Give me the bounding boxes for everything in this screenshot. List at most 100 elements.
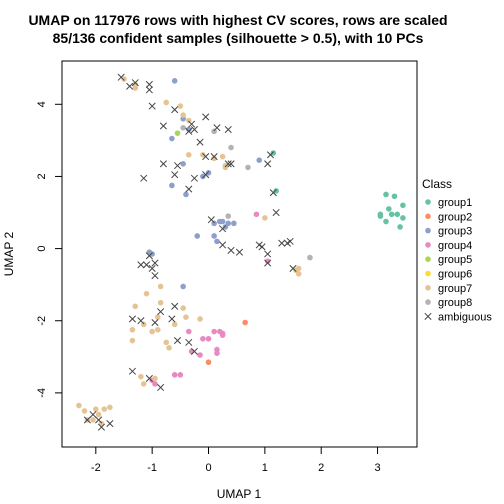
point-group8-0 — [245, 164, 251, 171]
point-ambiguous-32-stroke-b — [227, 246, 235, 254]
point-ambiguous-27-stroke-b — [202, 171, 210, 179]
point-ambiguous-6 — [159, 122, 167, 130]
point-ambiguous-60-stroke-b — [83, 416, 91, 424]
point-ambiguous-3-stroke-b — [145, 80, 153, 89]
point-group3-13 — [169, 182, 175, 189]
point-ambiguous-50-stroke-b — [171, 302, 179, 310]
point-ambiguous-28-stroke-b — [159, 160, 167, 168]
point-group3-7 — [219, 218, 226, 225]
point-ambiguous-0-stroke-b — [117, 73, 125, 81]
point-ambiguous-40-stroke-b — [286, 237, 294, 245]
point-group7-24 — [138, 373, 144, 380]
point-group7-25 — [140, 381, 147, 387]
y-axis: -4 -2 0 2 4 — [36, 101, 63, 398]
point-ambiguous-24 — [173, 162, 182, 170]
point-ambiguous-15-stroke-b — [202, 153, 210, 161]
point-ambiguous-42-stroke-b — [219, 225, 227, 233]
point-ambiguous-33-stroke-b — [235, 248, 244, 256]
point-ambiguous-17-stroke-b — [224, 160, 232, 168]
point-group3-5 — [211, 220, 217, 227]
legend-item-group6-label: group6 — [438, 269, 472, 281]
point-ambiguous-55-stroke-b — [185, 338, 193, 346]
point-group3-21 — [180, 161, 186, 167]
point-ambiguous-21-stroke-b — [269, 189, 277, 197]
point-ambiguous-64 — [106, 419, 114, 428]
point-ambiguous-34-stroke-b — [255, 241, 263, 249]
point-group1-3 — [386, 206, 392, 212]
point-ambiguous-52-stroke-b — [151, 318, 159, 327]
point-group7-1 — [177, 103, 184, 109]
point-ambiguous-23 — [185, 185, 193, 193]
legend-item-group2-symbol — [425, 213, 431, 220]
legend-item-group7-symbol — [425, 285, 431, 291]
plot-frame — [61, 60, 418, 448]
point-ambiguous-59 — [157, 383, 165, 392]
point-group3-10 — [194, 233, 201, 239]
point-group8-2 — [211, 128, 217, 135]
point-ambiguous-43 — [151, 259, 159, 267]
point-ambiguous-35 — [258, 243, 266, 251]
y-tick-label-0: -4 — [36, 388, 48, 398]
point-ambiguous-62-stroke-b — [95, 416, 103, 424]
chart-title-line-1: UMAP on 117976 rows with highest CV scor… — [28, 12, 447, 28]
point-ambiguous-62 — [95, 416, 103, 424]
point-group7-11 — [154, 326, 161, 333]
point-group4-3 — [200, 335, 206, 342]
point-group3-2 — [180, 283, 186, 290]
point-ambiguous-47 — [145, 252, 153, 260]
x-axis: -2 -1 0 1 2 3 — [91, 446, 381, 474]
point-ambiguous-52 — [151, 318, 159, 327]
point-ambiguous-57-stroke-b — [128, 367, 136, 375]
point-group7-34 — [93, 406, 99, 412]
x-tick-label-5: 3 — [374, 462, 380, 474]
point-group2-1 — [205, 359, 212, 366]
legend-item-group5-label: group5 — [438, 254, 472, 266]
point-group1-9 — [377, 213, 384, 219]
point-ambiguous-63 — [97, 423, 105, 431]
point-ambiguous-35-stroke-b — [258, 243, 266, 251]
point-ambiguous-41 — [289, 264, 297, 272]
point-group7-19 — [166, 344, 172, 351]
point-ambiguous-11 — [224, 125, 232, 134]
point-ambiguous-54-stroke-b — [173, 337, 182, 345]
point-group7-35 — [98, 420, 105, 427]
point-ambiguous-16 — [210, 153, 218, 161]
legend-item-group2-label: group2 — [438, 211, 472, 223]
point-group5-0 — [174, 130, 181, 136]
point-ambiguous-53-stroke-b — [168, 315, 176, 323]
point-group7-23 — [171, 321, 178, 328]
point-ambiguous-1-stroke-b — [126, 82, 134, 90]
point-group3-19 — [171, 78, 178, 84]
point-ambiguous-27 — [202, 171, 210, 179]
x-tick-label-2: 0 — [205, 462, 211, 474]
point-group2-0 — [242, 319, 248, 326]
point-group7-3 — [185, 117, 192, 124]
point-group7-13 — [140, 321, 147, 328]
point-ambiguous-32 — [227, 246, 235, 254]
legend-item-group4-symbol — [425, 242, 431, 248]
legend-item-group1-label: group1 — [438, 197, 472, 209]
point-ambiguous-31 — [219, 241, 227, 249]
point-ambiguous-20-stroke-b — [266, 151, 275, 159]
x-tick-label-4: 2 — [318, 462, 324, 474]
point-ambiguous-41-stroke-b — [289, 264, 297, 272]
point-ambiguous-30-stroke-b — [207, 216, 215, 224]
point-ambiguous-37 — [264, 259, 272, 267]
x-tick-label-1: -1 — [147, 462, 157, 474]
point-group7-38 — [295, 265, 302, 272]
point-ambiguous-51-stroke-b — [137, 317, 145, 325]
point-ambiguous-43-stroke-b — [151, 259, 159, 267]
point-group7-0 — [163, 99, 170, 106]
point-ambiguous-12-stroke-b — [185, 127, 193, 135]
point-ambiguous-60 — [83, 416, 91, 424]
point-ambiguous-31-stroke-b — [219, 241, 227, 249]
point-ambiguous-38-stroke-b — [278, 239, 286, 247]
point-group7-27 — [76, 402, 82, 409]
point-group4-0 — [264, 258, 271, 265]
point-group7-5 — [200, 151, 206, 158]
point-ambiguous-37-stroke-b — [264, 259, 272, 267]
legend-item-group3-symbol — [425, 227, 431, 234]
point-ambiguous-49 — [157, 308, 165, 316]
point-ambiguous-2-stroke-b — [131, 79, 139, 87]
